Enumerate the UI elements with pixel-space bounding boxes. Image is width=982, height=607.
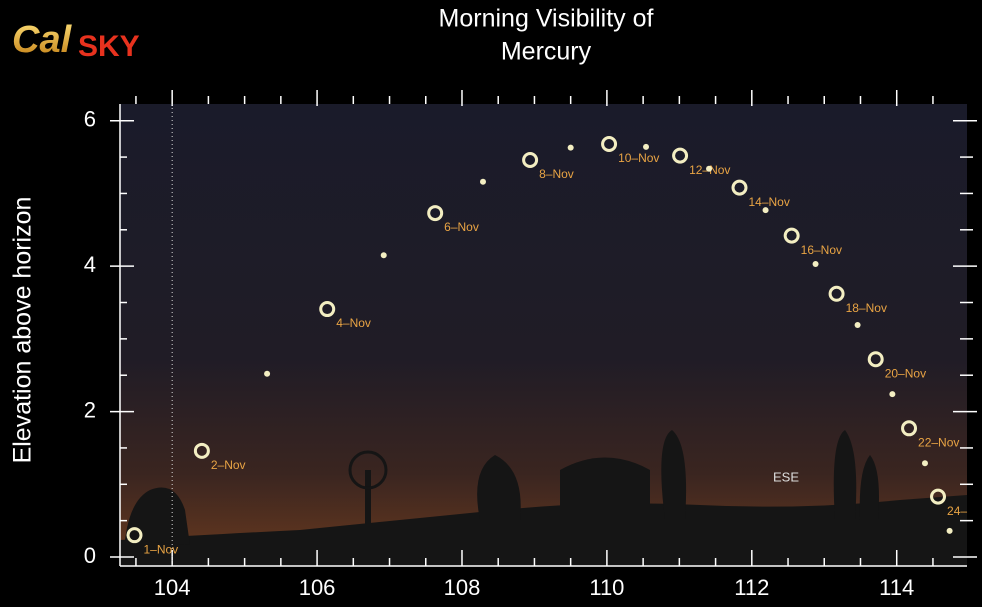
x-tick-label: 106 (299, 575, 336, 600)
point (706, 166, 712, 172)
point-label: 18–Nov (846, 301, 887, 315)
point-label: 1–Nov (143, 542, 178, 556)
point-label: 22–Nov (918, 435, 959, 449)
x-tick-label: 110 (589, 575, 624, 600)
point (568, 145, 574, 151)
x-tick-label: 108 (444, 575, 481, 600)
x-tick-label: 104 (154, 575, 191, 600)
point-label: 16–Nov (801, 243, 842, 257)
point (264, 371, 270, 377)
point (889, 391, 895, 397)
point-label: 4–Nov (336, 316, 371, 330)
point-label: 2–Nov (211, 458, 246, 472)
x-tick-label: 114 (879, 575, 914, 600)
point-label: 8–Nov (539, 167, 574, 181)
point-label: 6–Nov (444, 220, 479, 234)
point-label: 24– (947, 504, 967, 518)
y-axis-label: Elevation above horizon (9, 197, 37, 464)
point (763, 207, 769, 213)
annotation: ESE (773, 469, 799, 484)
y-tick-label: 0 (84, 543, 96, 568)
logo-text: SKY (78, 30, 140, 63)
y-tick-label: 4 (84, 252, 96, 277)
y-tick-label: 2 (84, 397, 96, 422)
point (813, 261, 819, 267)
point-label: 14–Nov (748, 195, 789, 209)
point (643, 144, 649, 150)
x-tick-label: 112 (734, 575, 769, 600)
chart-title: Morning Visibility of (439, 5, 654, 33)
point (922, 460, 928, 466)
point-label: 20–Nov (885, 366, 926, 380)
point (381, 252, 387, 258)
chart: Cal SKY Morning Visibility of Mercury El… (0, 0, 982, 607)
logo-text: Cal (12, 19, 73, 61)
point (480, 179, 486, 185)
y-tick-label: 6 (84, 107, 96, 132)
point (855, 322, 861, 328)
point-label: 10–Nov (618, 151, 659, 165)
chart-title: Mercury (501, 38, 592, 66)
point (947, 528, 953, 534)
